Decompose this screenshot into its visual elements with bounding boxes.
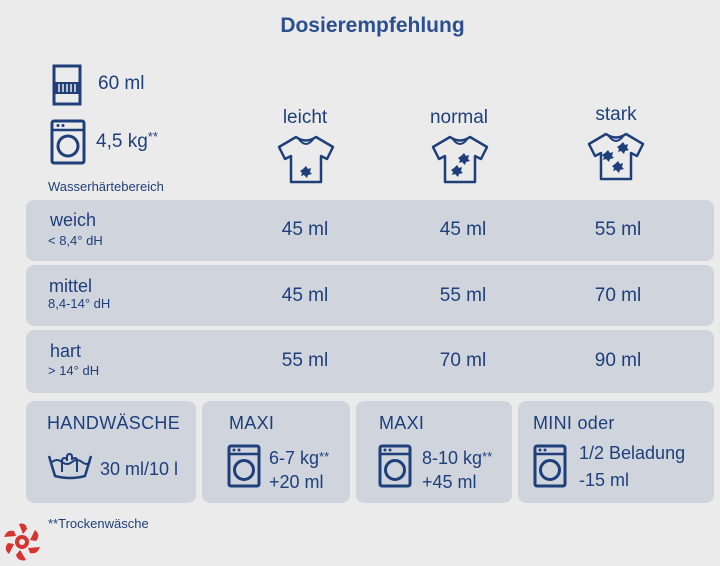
column-label-normal: normal (429, 107, 489, 128)
washing-machine-icon (533, 444, 567, 488)
card-line1: 8-10 kg** (422, 447, 492, 470)
row-range: > 14° dH (48, 363, 100, 378)
row-name: hart (50, 341, 82, 361)
cell-value: 45 ml (439, 219, 487, 240)
load-value: 4,5 kg** (96, 129, 158, 153)
load-value-text: 4,5 kg (96, 131, 148, 152)
card-line1: 30 ml/10 l (100, 459, 179, 479)
hardness-row-hard (26, 330, 714, 393)
cell-value: 70 ml (594, 285, 642, 306)
cell-value: 70 ml (439, 350, 487, 371)
shirt-heavy-stain-icon (586, 131, 646, 181)
washing-machine-icon (227, 444, 261, 488)
footnote: **Trockenwäsche (48, 516, 149, 531)
column-label-strong: stark (595, 104, 637, 125)
card-title: MINI oder (533, 413, 615, 433)
card-line2: +45 ml (422, 472, 477, 492)
page-title: Dosierempfehlung (280, 14, 465, 37)
card-footnote-mark: ** (319, 449, 330, 464)
row-name: mittel (49, 276, 93, 296)
cell-value: 45 ml (281, 285, 329, 306)
load-footnote-mark: ** (147, 129, 158, 144)
cell-value: 55 ml (439, 285, 487, 306)
cell-value: 55 ml (594, 219, 642, 240)
card-maxi-small (202, 401, 350, 503)
dose-value: 60 ml (98, 73, 145, 94)
handwash-basin-icon (47, 452, 93, 480)
washing-machine-icon (50, 119, 86, 165)
cell-value: 45 ml (281, 219, 329, 240)
card-line1-text: 6-7 kg (269, 448, 320, 468)
cell-value: 90 ml (594, 350, 642, 371)
card-line1: 6-7 kg** (269, 447, 329, 470)
card-line2: +20 ml (269, 472, 324, 492)
water-hardness-label: Wasserhärtebereich (48, 179, 164, 194)
row-range: < 8,4° dH (48, 233, 103, 248)
card-line1-text: 8-10 kg (422, 448, 483, 468)
card-title: HANDWÄSCHE (47, 413, 181, 433)
card-footnote-mark: ** (482, 449, 493, 464)
brand-logo-icon (2, 522, 42, 562)
card-line1: 1/2 Beladung (579, 443, 686, 463)
card-title: MAXI (229, 413, 275, 433)
card-handwash (26, 401, 196, 503)
washing-machine-icon (378, 444, 412, 488)
cell-value: 55 ml (281, 350, 329, 371)
shirt-light-stain-icon (276, 134, 336, 184)
shirt-medium-stain-icon (430, 134, 490, 184)
row-name: weich (50, 210, 97, 230)
hardness-row-medium (26, 265, 714, 326)
column-label-light: leicht (282, 107, 328, 128)
card-line2: -15 ml (579, 470, 630, 490)
measuring-cup-icon (50, 64, 84, 106)
row-range: 8,4-14° dH (48, 296, 111, 311)
card-title: MAXI (379, 413, 425, 433)
hardness-row-soft (26, 200, 714, 261)
